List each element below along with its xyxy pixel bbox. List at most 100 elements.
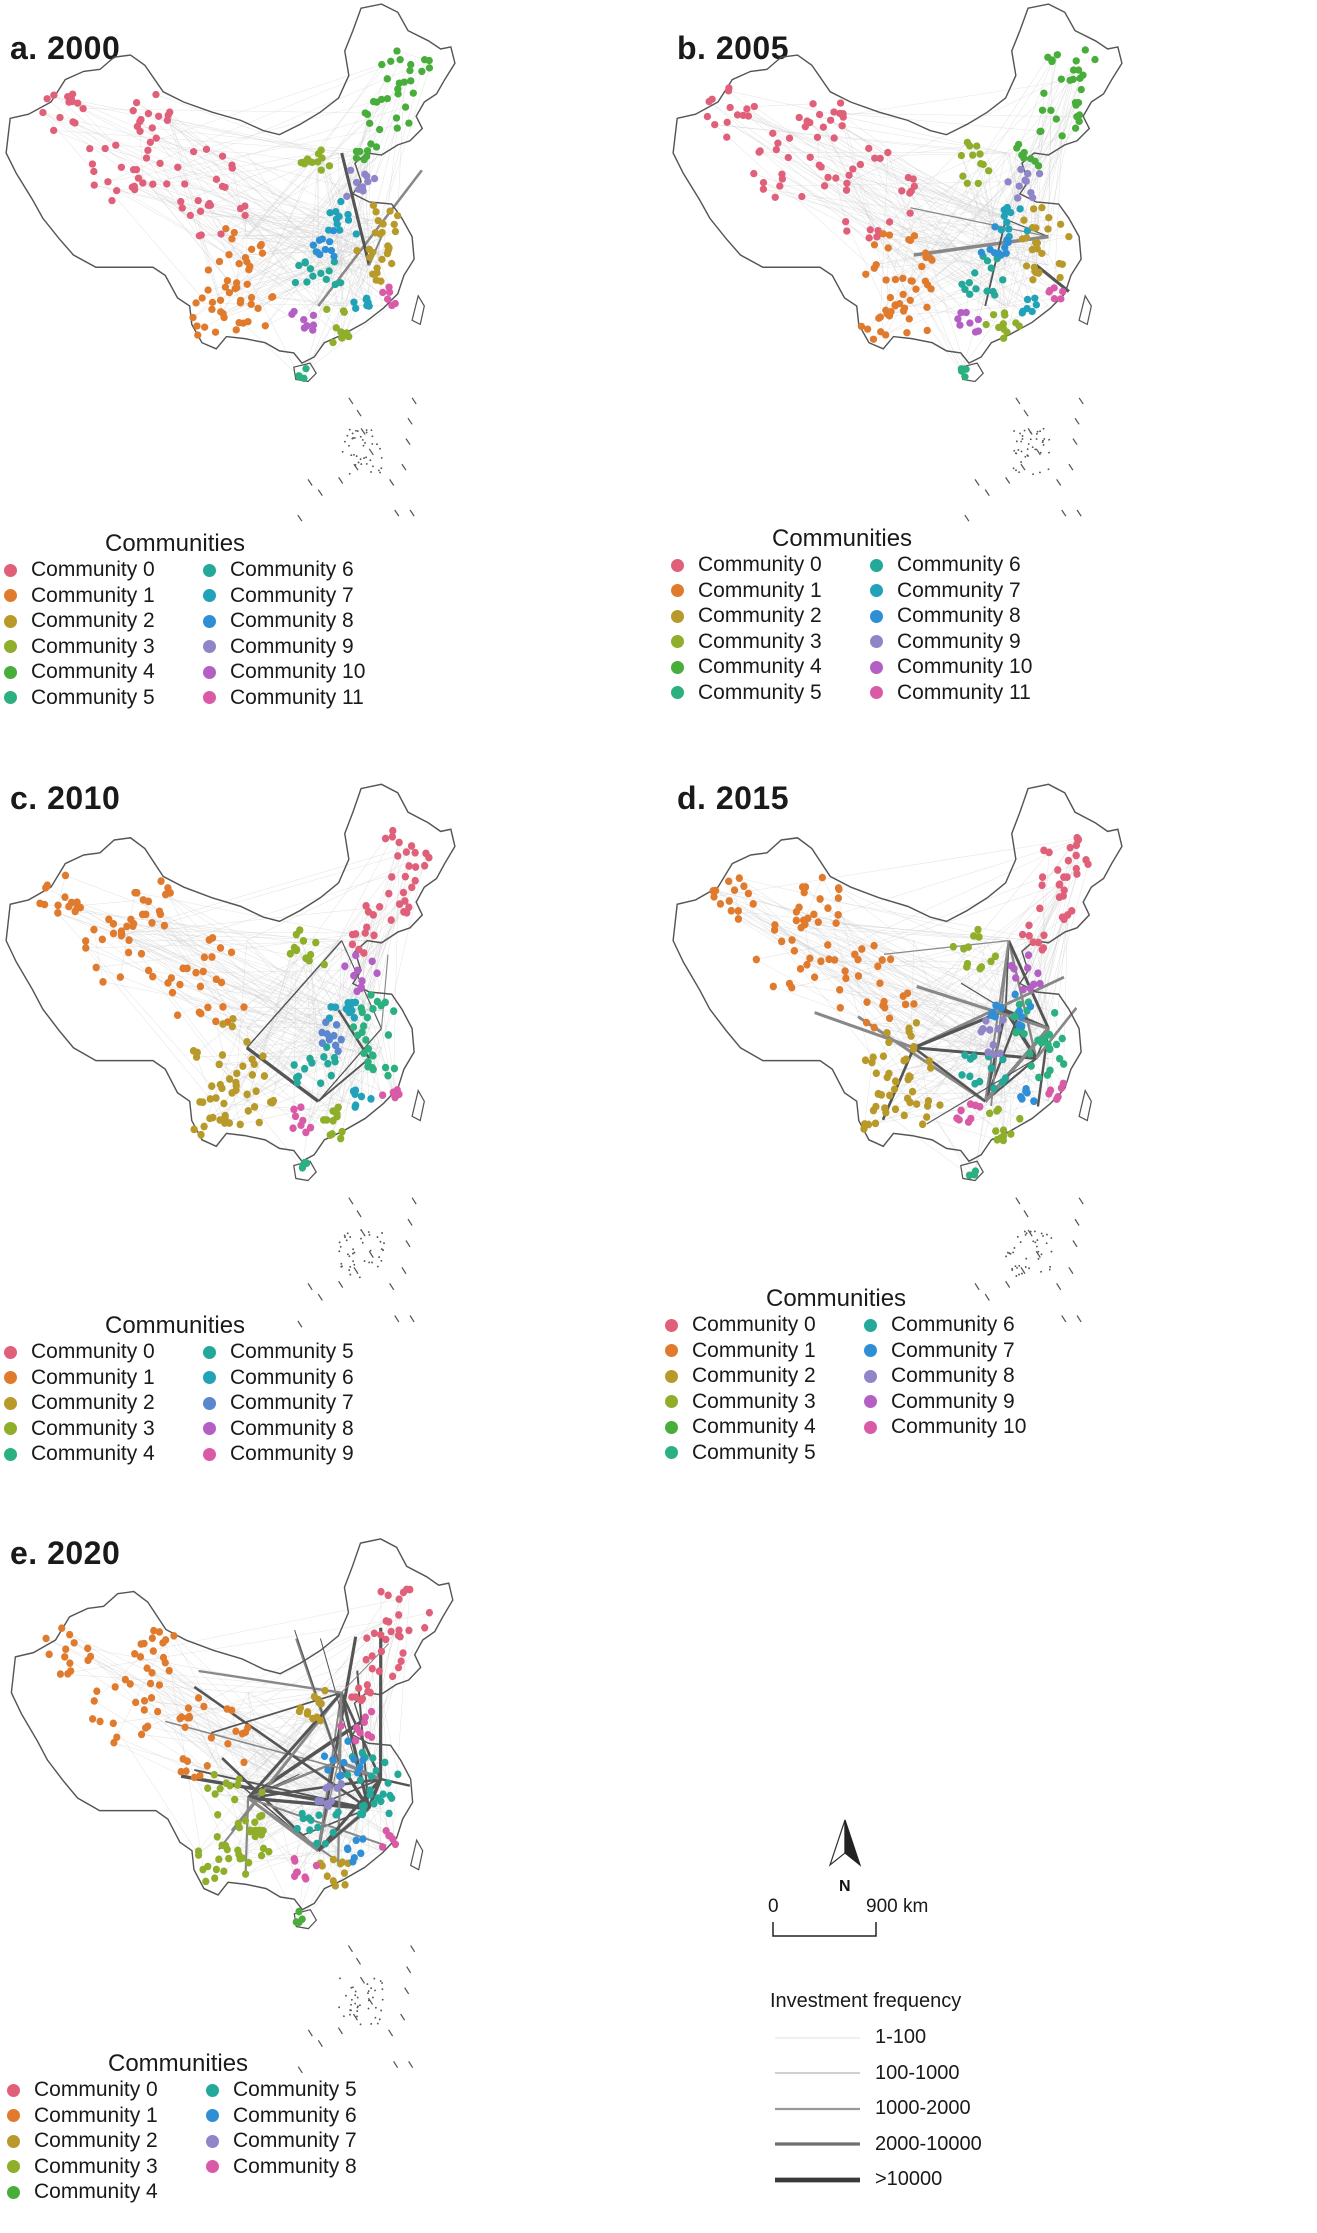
island-dash <box>964 1320 970 1328</box>
legend-item-label: Community 5 <box>230 1340 354 1363</box>
city-node <box>407 77 415 85</box>
city-node <box>66 1630 74 1639</box>
city-node <box>66 1659 74 1667</box>
city-node <box>1051 1008 1059 1017</box>
investment-link <box>845 221 913 282</box>
legend-item-label: Community 8 <box>230 609 354 632</box>
island-dot <box>356 430 359 432</box>
city-node <box>189 313 197 322</box>
investment-link <box>913 236 970 283</box>
island-dash <box>368 1997 374 2005</box>
island-dot <box>1019 1241 1022 1244</box>
city-node <box>336 1772 344 1780</box>
island-dash <box>1076 509 1082 517</box>
city-node <box>312 938 320 947</box>
city-node <box>140 1696 149 1705</box>
island-dot <box>381 1998 384 2001</box>
island-dot <box>380 1259 383 1262</box>
investment-link <box>876 219 1006 238</box>
community-color-swatch <box>203 1447 216 1461</box>
island-dot <box>355 455 358 458</box>
city-node <box>856 160 865 169</box>
city-node <box>870 1023 878 1032</box>
city-node <box>353 1725 361 1733</box>
investment-link <box>822 877 915 1059</box>
panel-b: b. 2005 Communities Community 0 Community … <box>667 0 1317 730</box>
city-node <box>1015 322 1023 330</box>
investment-link <box>1048 60 1053 220</box>
city-node <box>392 114 401 122</box>
city-node <box>1038 204 1046 212</box>
city-node <box>813 133 822 141</box>
city-node <box>1066 843 1074 852</box>
island-dot <box>361 1241 364 1244</box>
investment-link <box>333 256 388 300</box>
island-dash <box>1020 463 1026 471</box>
city-node <box>991 223 999 231</box>
city-node <box>1074 99 1083 107</box>
community-color-swatch <box>203 614 216 628</box>
investment-link <box>904 264 1037 309</box>
city-node <box>363 147 372 155</box>
city-node <box>862 270 870 278</box>
island-dot <box>346 1232 349 1235</box>
city-node <box>292 945 301 954</box>
investment-link <box>804 839 1079 925</box>
city-node <box>983 257 992 265</box>
island-dot <box>352 1248 355 1251</box>
investment-link <box>243 322 300 378</box>
city-node <box>989 1050 998 1059</box>
island-dash <box>411 1197 417 1205</box>
island-dash <box>307 2029 313 2037</box>
city-node <box>750 102 758 111</box>
city-node <box>89 1715 97 1723</box>
city-node <box>194 331 202 339</box>
investment-link-strong <box>316 1636 358 1851</box>
city-node <box>206 1114 214 1123</box>
investment-link <box>338 1028 382 1108</box>
city-node <box>220 313 228 322</box>
city-node <box>202 145 211 153</box>
investment-link <box>209 1047 370 1119</box>
legend-item-label: Community 7 <box>897 578 1021 602</box>
city-node <box>1005 225 1013 233</box>
island-dash <box>297 2066 303 2074</box>
investment-link <box>356 211 377 251</box>
island-dot <box>1021 1272 1023 1275</box>
city-node <box>211 328 220 336</box>
island-dot <box>1015 440 1018 443</box>
investment-link <box>113 1639 166 1743</box>
island-dot <box>1041 441 1044 444</box>
island-dot <box>374 2016 377 2019</box>
investment-link <box>237 1850 323 1867</box>
investment-link <box>121 930 366 934</box>
city-node <box>144 146 152 155</box>
investment-link <box>381 1028 394 1093</box>
legend-item-label: Community 1 <box>34 2103 158 2127</box>
investment-link <box>902 146 978 295</box>
city-node <box>301 258 309 266</box>
city-node <box>885 1014 894 1023</box>
legend-item: Community 1 <box>4 1366 155 1390</box>
investment-link <box>294 1797 319 1859</box>
city-node <box>744 889 753 898</box>
city-node <box>369 1005 377 1013</box>
investment-link <box>913 145 970 154</box>
city-node <box>335 226 344 234</box>
city-node <box>149 180 157 188</box>
city-node <box>355 185 363 193</box>
investment-link <box>132 186 339 266</box>
community-color-swatch <box>665 1446 678 1459</box>
city-node <box>344 999 352 1007</box>
city-node <box>344 1771 352 1779</box>
community-color-swatch <box>671 609 684 623</box>
investment-link <box>913 219 1069 237</box>
community-color-swatch <box>665 1344 678 1357</box>
island-dash <box>307 1283 313 1291</box>
city-node <box>363 1013 372 1022</box>
community-color-swatch <box>4 614 17 628</box>
city-node <box>834 894 843 902</box>
legend-item: Community 6 <box>206 2104 357 2128</box>
city-node <box>1015 1007 1024 1015</box>
city-node <box>986 1026 994 1034</box>
